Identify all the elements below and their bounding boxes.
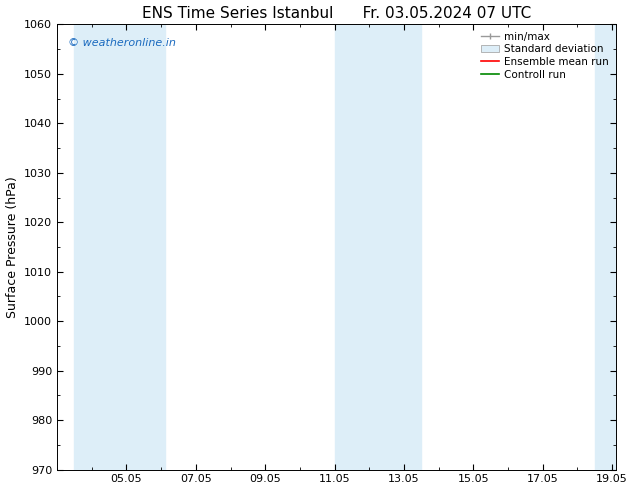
Title: ENS Time Series Istanbul      Fr. 03.05.2024 07 UTC: ENS Time Series Istanbul Fr. 03.05.2024 … <box>142 5 531 21</box>
Bar <box>335 24 422 469</box>
Text: © weatheronline.in: © weatheronline.in <box>68 38 176 48</box>
Y-axis label: Surface Pressure (hPa): Surface Pressure (hPa) <box>6 176 18 318</box>
Bar <box>74 24 165 469</box>
Legend: min/max, Standard deviation, Ensemble mean run, Controll run: min/max, Standard deviation, Ensemble me… <box>479 30 611 82</box>
Bar <box>595 24 616 469</box>
